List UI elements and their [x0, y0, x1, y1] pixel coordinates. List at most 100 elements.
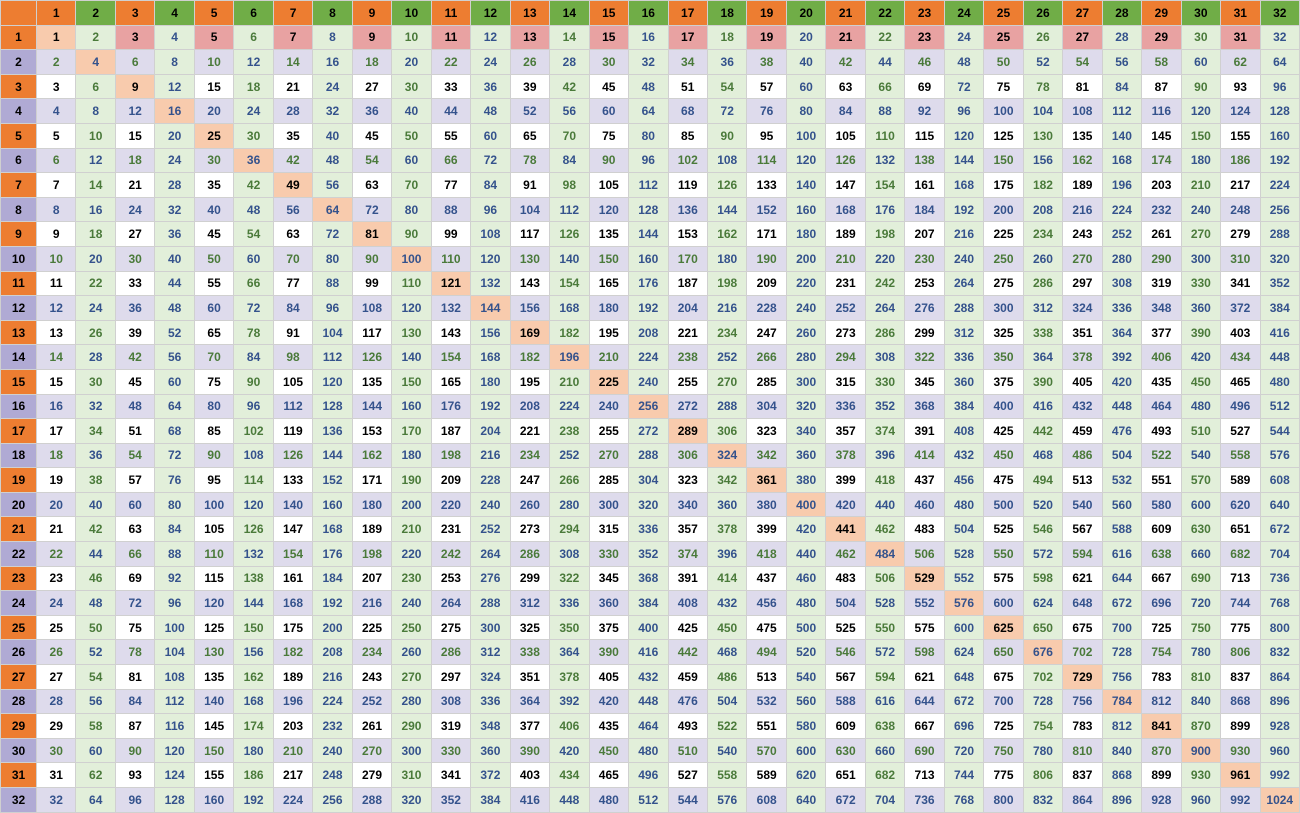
cell: 247 — [747, 320, 786, 345]
cell: 200 — [392, 492, 431, 517]
cell: 240 — [471, 492, 510, 517]
cell: 112 — [313, 345, 352, 370]
cell: 216 — [471, 443, 510, 468]
table-row: 1515304560759010512013515016518019521022… — [1, 369, 1300, 394]
cell: 32 — [155, 197, 194, 222]
cell: 21 — [826, 25, 865, 50]
cell: 783 — [1142, 665, 1181, 690]
cell: 168 — [1102, 148, 1141, 173]
table-row: 2222446688110132154176198220242264286308… — [1, 542, 1300, 567]
cell: 306 — [668, 443, 707, 468]
cell: 252 — [1102, 222, 1141, 247]
cell: 260 — [786, 320, 825, 345]
row-header: 4 — [1, 99, 37, 124]
cell: 768 — [1260, 591, 1299, 616]
cell: 512 — [1260, 394, 1299, 419]
cell: 406 — [1142, 345, 1181, 370]
cell: 45 — [352, 123, 391, 148]
cell: 96 — [1260, 74, 1299, 99]
cell: 361 — [747, 468, 786, 493]
cell: 558 — [1221, 443, 1260, 468]
cell: 105 — [194, 517, 233, 542]
cell: 7 — [37, 173, 76, 198]
cell: 120 — [1181, 99, 1220, 124]
cell: 56 — [155, 345, 194, 370]
cell: 638 — [865, 714, 904, 739]
cell: 40 — [155, 246, 194, 271]
cell: 529 — [905, 566, 944, 591]
cell: 414 — [707, 566, 746, 591]
cell: 341 — [1221, 271, 1260, 296]
cell: 88 — [155, 542, 194, 567]
cell: 108 — [707, 148, 746, 173]
cell: 208 — [510, 394, 549, 419]
cell: 130 — [510, 246, 549, 271]
cell: 231 — [431, 517, 470, 542]
cell: 63 — [826, 74, 865, 99]
cell: 7 — [273, 25, 312, 50]
cell: 364 — [510, 689, 549, 714]
cell: 594 — [1063, 542, 1102, 567]
cell: 275 — [431, 615, 470, 640]
cell: 806 — [1023, 763, 1062, 788]
cell: 532 — [747, 689, 786, 714]
cell: 416 — [1023, 394, 1062, 419]
cell: 992 — [1221, 788, 1260, 813]
cell: 338 — [1023, 320, 1062, 345]
cell: 36 — [352, 99, 391, 124]
cell: 286 — [431, 640, 470, 665]
cell: 837 — [1063, 763, 1102, 788]
cell: 210 — [273, 738, 312, 763]
cell: 552 — [905, 591, 944, 616]
cell: 210 — [1181, 173, 1220, 198]
cell: 21 — [273, 74, 312, 99]
cell: 780 — [1023, 738, 1062, 763]
cell: 270 — [589, 443, 628, 468]
cell: 480 — [786, 591, 825, 616]
cell: 200 — [313, 615, 352, 640]
cell: 294 — [550, 517, 589, 542]
cell: 24 — [944, 25, 983, 50]
cell: 16 — [37, 394, 76, 419]
cell: 300 — [984, 296, 1023, 321]
cell: 273 — [826, 320, 865, 345]
cell: 19 — [37, 468, 76, 493]
cell: 66 — [234, 271, 273, 296]
cell: 192 — [234, 788, 273, 813]
cell: 124 — [155, 763, 194, 788]
cell: 48 — [155, 296, 194, 321]
cell: 126 — [352, 345, 391, 370]
cell: 207 — [352, 566, 391, 591]
table-row: 1010203040506070809010011012013014015016… — [1, 246, 1300, 271]
cell: 352 — [1260, 271, 1299, 296]
cell: 24 — [155, 148, 194, 173]
cell: 64 — [155, 394, 194, 419]
cell: 46 — [76, 566, 115, 591]
cell: 330 — [431, 738, 470, 763]
cell: 266 — [550, 468, 589, 493]
cell: 114 — [747, 148, 786, 173]
cell: 391 — [905, 419, 944, 444]
cell: 90 — [352, 246, 391, 271]
cell: 51 — [668, 74, 707, 99]
cell: 546 — [826, 640, 865, 665]
cell: 576 — [944, 591, 983, 616]
cell: 128 — [1260, 99, 1299, 124]
cell: 170 — [668, 246, 707, 271]
cell: 4 — [76, 50, 115, 75]
cell: 300 — [392, 738, 431, 763]
cell: 80 — [629, 123, 668, 148]
cell: 315 — [589, 517, 628, 542]
cell: 5 — [37, 123, 76, 148]
cell: 242 — [431, 542, 470, 567]
cell: 140 — [550, 246, 589, 271]
cell: 217 — [273, 763, 312, 788]
cell: 589 — [747, 763, 786, 788]
cell: 156 — [510, 296, 549, 321]
cell: 24 — [115, 197, 154, 222]
cell: 310 — [1221, 246, 1260, 271]
cell: 160 — [194, 788, 233, 813]
cell: 189 — [352, 517, 391, 542]
cell: 224 — [1102, 197, 1141, 222]
cell: 240 — [392, 591, 431, 616]
